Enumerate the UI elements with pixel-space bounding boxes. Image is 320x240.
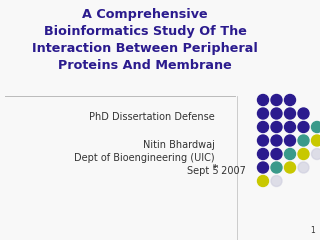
- Circle shape: [311, 135, 320, 146]
- Circle shape: [258, 162, 268, 173]
- Circle shape: [284, 135, 295, 146]
- Circle shape: [258, 95, 268, 106]
- Circle shape: [298, 121, 309, 132]
- Text: Sept 5: Sept 5: [187, 166, 219, 176]
- Circle shape: [258, 135, 268, 146]
- Text: 2007: 2007: [218, 166, 246, 176]
- Circle shape: [271, 162, 282, 173]
- Circle shape: [284, 121, 295, 132]
- Text: th: th: [213, 164, 220, 169]
- Text: Dept of Bioengineering (UIC): Dept of Bioengineering (UIC): [74, 153, 215, 163]
- Circle shape: [271, 108, 282, 119]
- Circle shape: [258, 121, 268, 132]
- Text: 1: 1: [310, 226, 315, 235]
- Text: Nitin Bhardwaj: Nitin Bhardwaj: [143, 140, 215, 150]
- Circle shape: [311, 121, 320, 132]
- Circle shape: [298, 108, 309, 119]
- Circle shape: [284, 149, 295, 160]
- Circle shape: [284, 95, 295, 106]
- Circle shape: [298, 149, 309, 160]
- Text: PhD Dissertation Defense: PhD Dissertation Defense: [89, 112, 215, 122]
- Circle shape: [271, 149, 282, 160]
- Circle shape: [284, 162, 295, 173]
- Circle shape: [298, 162, 309, 173]
- Circle shape: [298, 135, 309, 146]
- Circle shape: [258, 108, 268, 119]
- Circle shape: [271, 121, 282, 132]
- Circle shape: [258, 149, 268, 160]
- Circle shape: [271, 95, 282, 106]
- Circle shape: [311, 149, 320, 160]
- Circle shape: [258, 175, 268, 186]
- Text: A Comprehensive
Bioinformatics Study Of The
Interaction Between Peripheral
Prote: A Comprehensive Bioinformatics Study Of …: [32, 8, 258, 72]
- Circle shape: [271, 135, 282, 146]
- Circle shape: [284, 108, 295, 119]
- Circle shape: [271, 175, 282, 186]
